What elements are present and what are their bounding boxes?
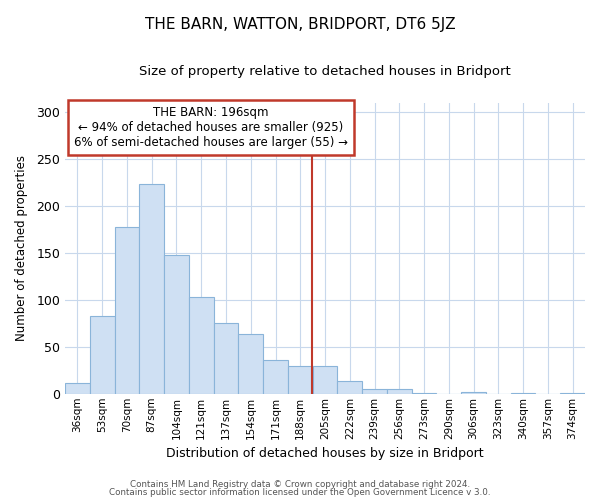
Bar — [387, 389, 412, 394]
Bar — [65, 384, 90, 394]
Bar — [511, 393, 535, 394]
Bar — [461, 392, 486, 394]
Bar — [337, 380, 362, 394]
Text: Contains public sector information licensed under the Open Government Licence v : Contains public sector information licen… — [109, 488, 491, 497]
Bar — [362, 389, 387, 394]
Bar — [288, 366, 313, 394]
Bar — [238, 334, 263, 394]
Bar — [214, 324, 238, 394]
Bar — [115, 226, 139, 394]
X-axis label: Distribution of detached houses by size in Bridport: Distribution of detached houses by size … — [166, 447, 484, 460]
Bar — [139, 184, 164, 394]
Text: THE BARN, WATTON, BRIDPORT, DT6 5JZ: THE BARN, WATTON, BRIDPORT, DT6 5JZ — [145, 18, 455, 32]
Bar — [560, 393, 585, 394]
Bar — [313, 366, 337, 394]
Text: THE BARN: 196sqm
← 94% of detached houses are smaller (925)
6% of semi-detached : THE BARN: 196sqm ← 94% of detached house… — [74, 106, 347, 148]
Title: Size of property relative to detached houses in Bridport: Size of property relative to detached ho… — [139, 65, 511, 78]
Bar — [412, 393, 436, 394]
Y-axis label: Number of detached properties: Number of detached properties — [15, 156, 28, 342]
Bar — [263, 360, 288, 394]
Text: Contains HM Land Registry data © Crown copyright and database right 2024.: Contains HM Land Registry data © Crown c… — [130, 480, 470, 489]
Bar — [189, 297, 214, 394]
Bar — [90, 316, 115, 394]
Bar — [164, 255, 189, 394]
